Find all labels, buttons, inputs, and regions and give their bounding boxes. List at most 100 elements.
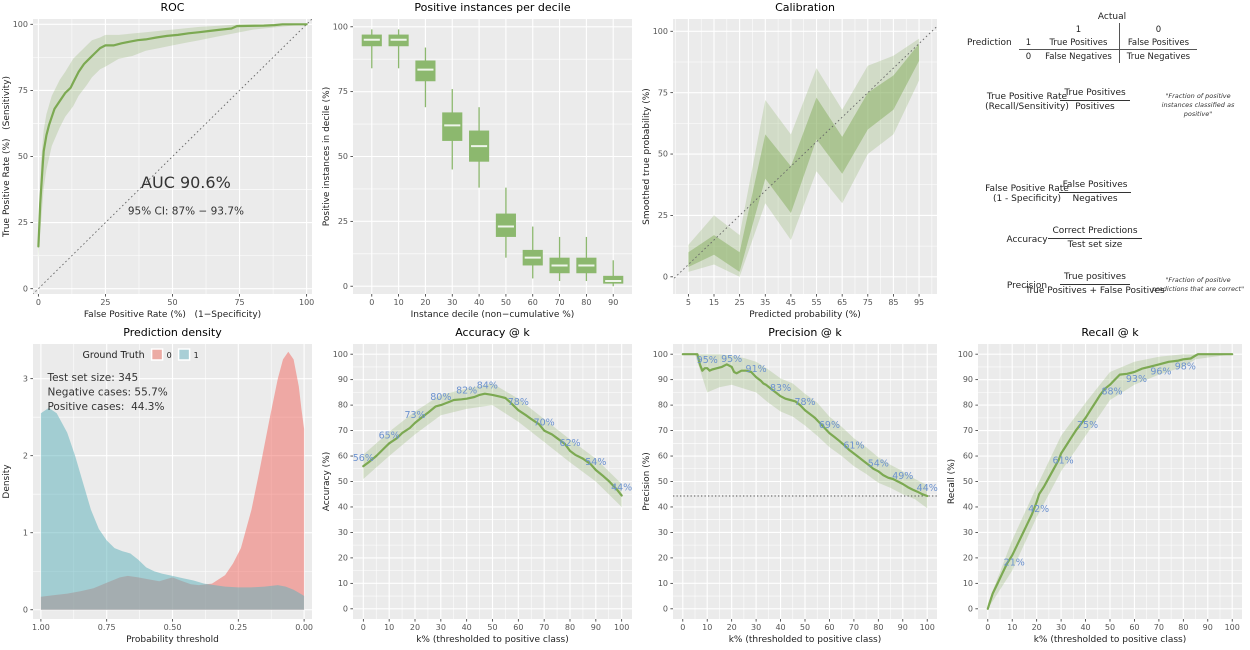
svg-text:95% CI: 87% − 93.7%: 95% CI: 87% − 93.7% bbox=[128, 206, 244, 218]
svg-text:50: 50 bbox=[487, 623, 497, 632]
svg-text:70: 70 bbox=[539, 623, 549, 632]
accuracy-at-k-chart: 56% 65% 73% 80% 82% 84% 78% 70% 62% 54% 44% 0 10 20 30… bbox=[322, 326, 632, 645]
svg-text:21%: 21% bbox=[1004, 557, 1025, 568]
svg-text:50: 50 bbox=[658, 150, 668, 159]
svg-text:80: 80 bbox=[658, 401, 668, 410]
svg-text:75%: 75% bbox=[1077, 420, 1098, 431]
svg-text:0.50: 0.50 bbox=[164, 623, 182, 632]
svg-text:1: 1 bbox=[23, 528, 28, 537]
svg-text:84%: 84% bbox=[477, 381, 498, 392]
svg-text:30: 30 bbox=[447, 298, 457, 307]
svg-text:70: 70 bbox=[554, 298, 564, 307]
prediction-density-chart: Ground Truth 0 1 Test set size: 345 Negative… bbox=[2, 326, 313, 645]
formula-numerator: True Positives bbox=[1060, 88, 1130, 101]
svg-text:0.00: 0.00 bbox=[295, 623, 313, 632]
svg-text:80: 80 bbox=[1178, 623, 1188, 632]
precision-at-k-chart: 95% 95% 91%83%78% 69%61% 54%49% 44% 0 10 20 30 40 5… bbox=[642, 326, 938, 645]
svg-text:10: 10 bbox=[1007, 623, 1017, 632]
svg-text:70: 70 bbox=[338, 426, 348, 435]
svg-text:50: 50 bbox=[501, 298, 511, 307]
svg-text:91%: 91% bbox=[746, 364, 767, 375]
svg-text:78%: 78% bbox=[794, 397, 815, 408]
svg-text:90: 90 bbox=[1203, 623, 1213, 632]
svg-text:k% (thresholded to positive cl: k% (thresholded to positive class) bbox=[1034, 635, 1187, 645]
recall-at-k-panel: 21% 42% 61% 75% 88% 93% 96% 98% 0 10 20 30 40 50 60 70 8… bbox=[945, 325, 1250, 650]
svg-text:78%: 78% bbox=[508, 397, 529, 408]
svg-text:25: 25 bbox=[338, 217, 348, 226]
svg-text:55: 55 bbox=[811, 298, 821, 307]
svg-text:61%: 61% bbox=[843, 440, 864, 451]
formula-numerator: False Positives bbox=[1058, 180, 1132, 193]
confusion-matrix-prediction-label: Prediction bbox=[967, 38, 1012, 48]
svg-text:0: 0 bbox=[23, 605, 28, 614]
svg-text:100: 100 bbox=[958, 350, 973, 359]
svg-text:60: 60 bbox=[1129, 623, 1139, 632]
svg-text:Accuracy @ k: Accuracy @ k bbox=[455, 326, 530, 339]
svg-text:50: 50 bbox=[963, 477, 973, 486]
formula-denominator: Negatives bbox=[1072, 194, 1118, 204]
svg-text:100: 100 bbox=[653, 27, 668, 36]
confusion-matrix: Actual Prediction 1 0 1 True Positives F… bbox=[967, 12, 1198, 63]
svg-text:44%: 44% bbox=[611, 483, 632, 494]
svg-text:44%: 44% bbox=[917, 483, 938, 494]
svg-text:Accuracy (%): Accuracy (%) bbox=[322, 452, 332, 512]
svg-text:20: 20 bbox=[963, 553, 973, 562]
recall-at-k-chart: 21% 42% 61% 75% 88% 93%96% 98% 0 10 20 30 40 50 60 70 8… bbox=[947, 326, 1242, 645]
svg-text:Test set size: 345: Test set size: 345 bbox=[46, 372, 138, 384]
svg-text:60: 60 bbox=[658, 452, 668, 461]
formula-label: Accuracy bbox=[1006, 235, 1048, 245]
confusion-matrix-table: 1 0 1 True Positives False Positives 0 F… bbox=[1018, 23, 1198, 63]
svg-text:95%: 95% bbox=[721, 354, 742, 365]
svg-text:80%: 80% bbox=[430, 392, 451, 403]
matrix-true-positives: True Positives bbox=[1038, 36, 1120, 50]
svg-text:Ground Truth: Ground Truth bbox=[83, 350, 145, 361]
svg-text:40: 40 bbox=[963, 503, 973, 512]
svg-text:73%: 73% bbox=[404, 410, 425, 421]
svg-text:40: 40 bbox=[658, 503, 668, 512]
svg-text:95%: 95% bbox=[697, 355, 718, 366]
matrix-col-0: 0 bbox=[1155, 24, 1162, 35]
svg-text:60: 60 bbox=[513, 623, 523, 632]
confusion-matrix-actual-label: Actual bbox=[1097, 12, 1127, 22]
roc-chart: AUC 90.6% 95% CI: 87% − 93.7% 0 25 50 75 100 0 2… bbox=[2, 1, 314, 320]
matrix-row-1: 1 bbox=[1018, 36, 1039, 50]
svg-text:20: 20 bbox=[410, 623, 420, 632]
formula-label-2: (Recall/Sensitivity) bbox=[985, 102, 1069, 112]
svg-text:100: 100 bbox=[653, 350, 668, 359]
svg-text:100: 100 bbox=[614, 623, 629, 632]
accuracy-at-k-panel: 56% 65% 73% 80% 82% 84% 78% 70% 62% 54% 44% 0 10 20 30… bbox=[320, 325, 640, 650]
matrix-true-negatives: True Negatives bbox=[1126, 51, 1191, 62]
svg-text:Precision @ k: Precision @ k bbox=[768, 326, 842, 339]
svg-text:Density: Density bbox=[2, 464, 12, 499]
svg-text:100: 100 bbox=[920, 623, 935, 632]
svg-text:10: 10 bbox=[384, 623, 394, 632]
svg-text:42%: 42% bbox=[1028, 504, 1049, 515]
svg-text:1.00: 1.00 bbox=[32, 623, 50, 632]
svg-text:True Positive Rate (%) (Sens: True Positive Rate (%) (Sensitivity) bbox=[2, 76, 12, 238]
svg-text:75: 75 bbox=[234, 298, 244, 307]
svg-text:62%: 62% bbox=[559, 438, 580, 449]
svg-text:75: 75 bbox=[18, 86, 28, 95]
svg-text:100: 100 bbox=[1225, 623, 1240, 632]
svg-text:70: 70 bbox=[963, 426, 973, 435]
formula-true-positive-rate: True Positive Rate (Recall/Sensitivity) … bbox=[945, 88, 1250, 118]
svg-text:Recall @ k: Recall @ k bbox=[1081, 326, 1139, 339]
svg-text:40: 40 bbox=[1080, 623, 1090, 632]
positive-instances-chart: 0 10 20 30 40 50 60 70 80 90 0 25 50 75 100 Instance de… bbox=[322, 1, 632, 320]
svg-text:30: 30 bbox=[338, 528, 348, 537]
svg-text:Prediction density: Prediction density bbox=[123, 326, 222, 339]
svg-text:20: 20 bbox=[727, 623, 737, 632]
formula-denominator: True Positives + False Positives bbox=[1025, 286, 1165, 296]
svg-text:82%: 82% bbox=[456, 386, 477, 397]
svg-text:98%: 98% bbox=[1175, 361, 1196, 372]
svg-text:30: 30 bbox=[963, 528, 973, 537]
svg-text:80: 80 bbox=[338, 401, 348, 410]
svg-text:80: 80 bbox=[565, 623, 575, 632]
svg-text:80: 80 bbox=[963, 401, 973, 410]
svg-text:90: 90 bbox=[898, 623, 908, 632]
svg-text:40: 40 bbox=[338, 503, 348, 512]
svg-text:50: 50 bbox=[658, 477, 668, 486]
svg-text:Recall (%): Recall (%) bbox=[947, 459, 957, 504]
formula-numerator: True positives bbox=[1060, 272, 1130, 285]
